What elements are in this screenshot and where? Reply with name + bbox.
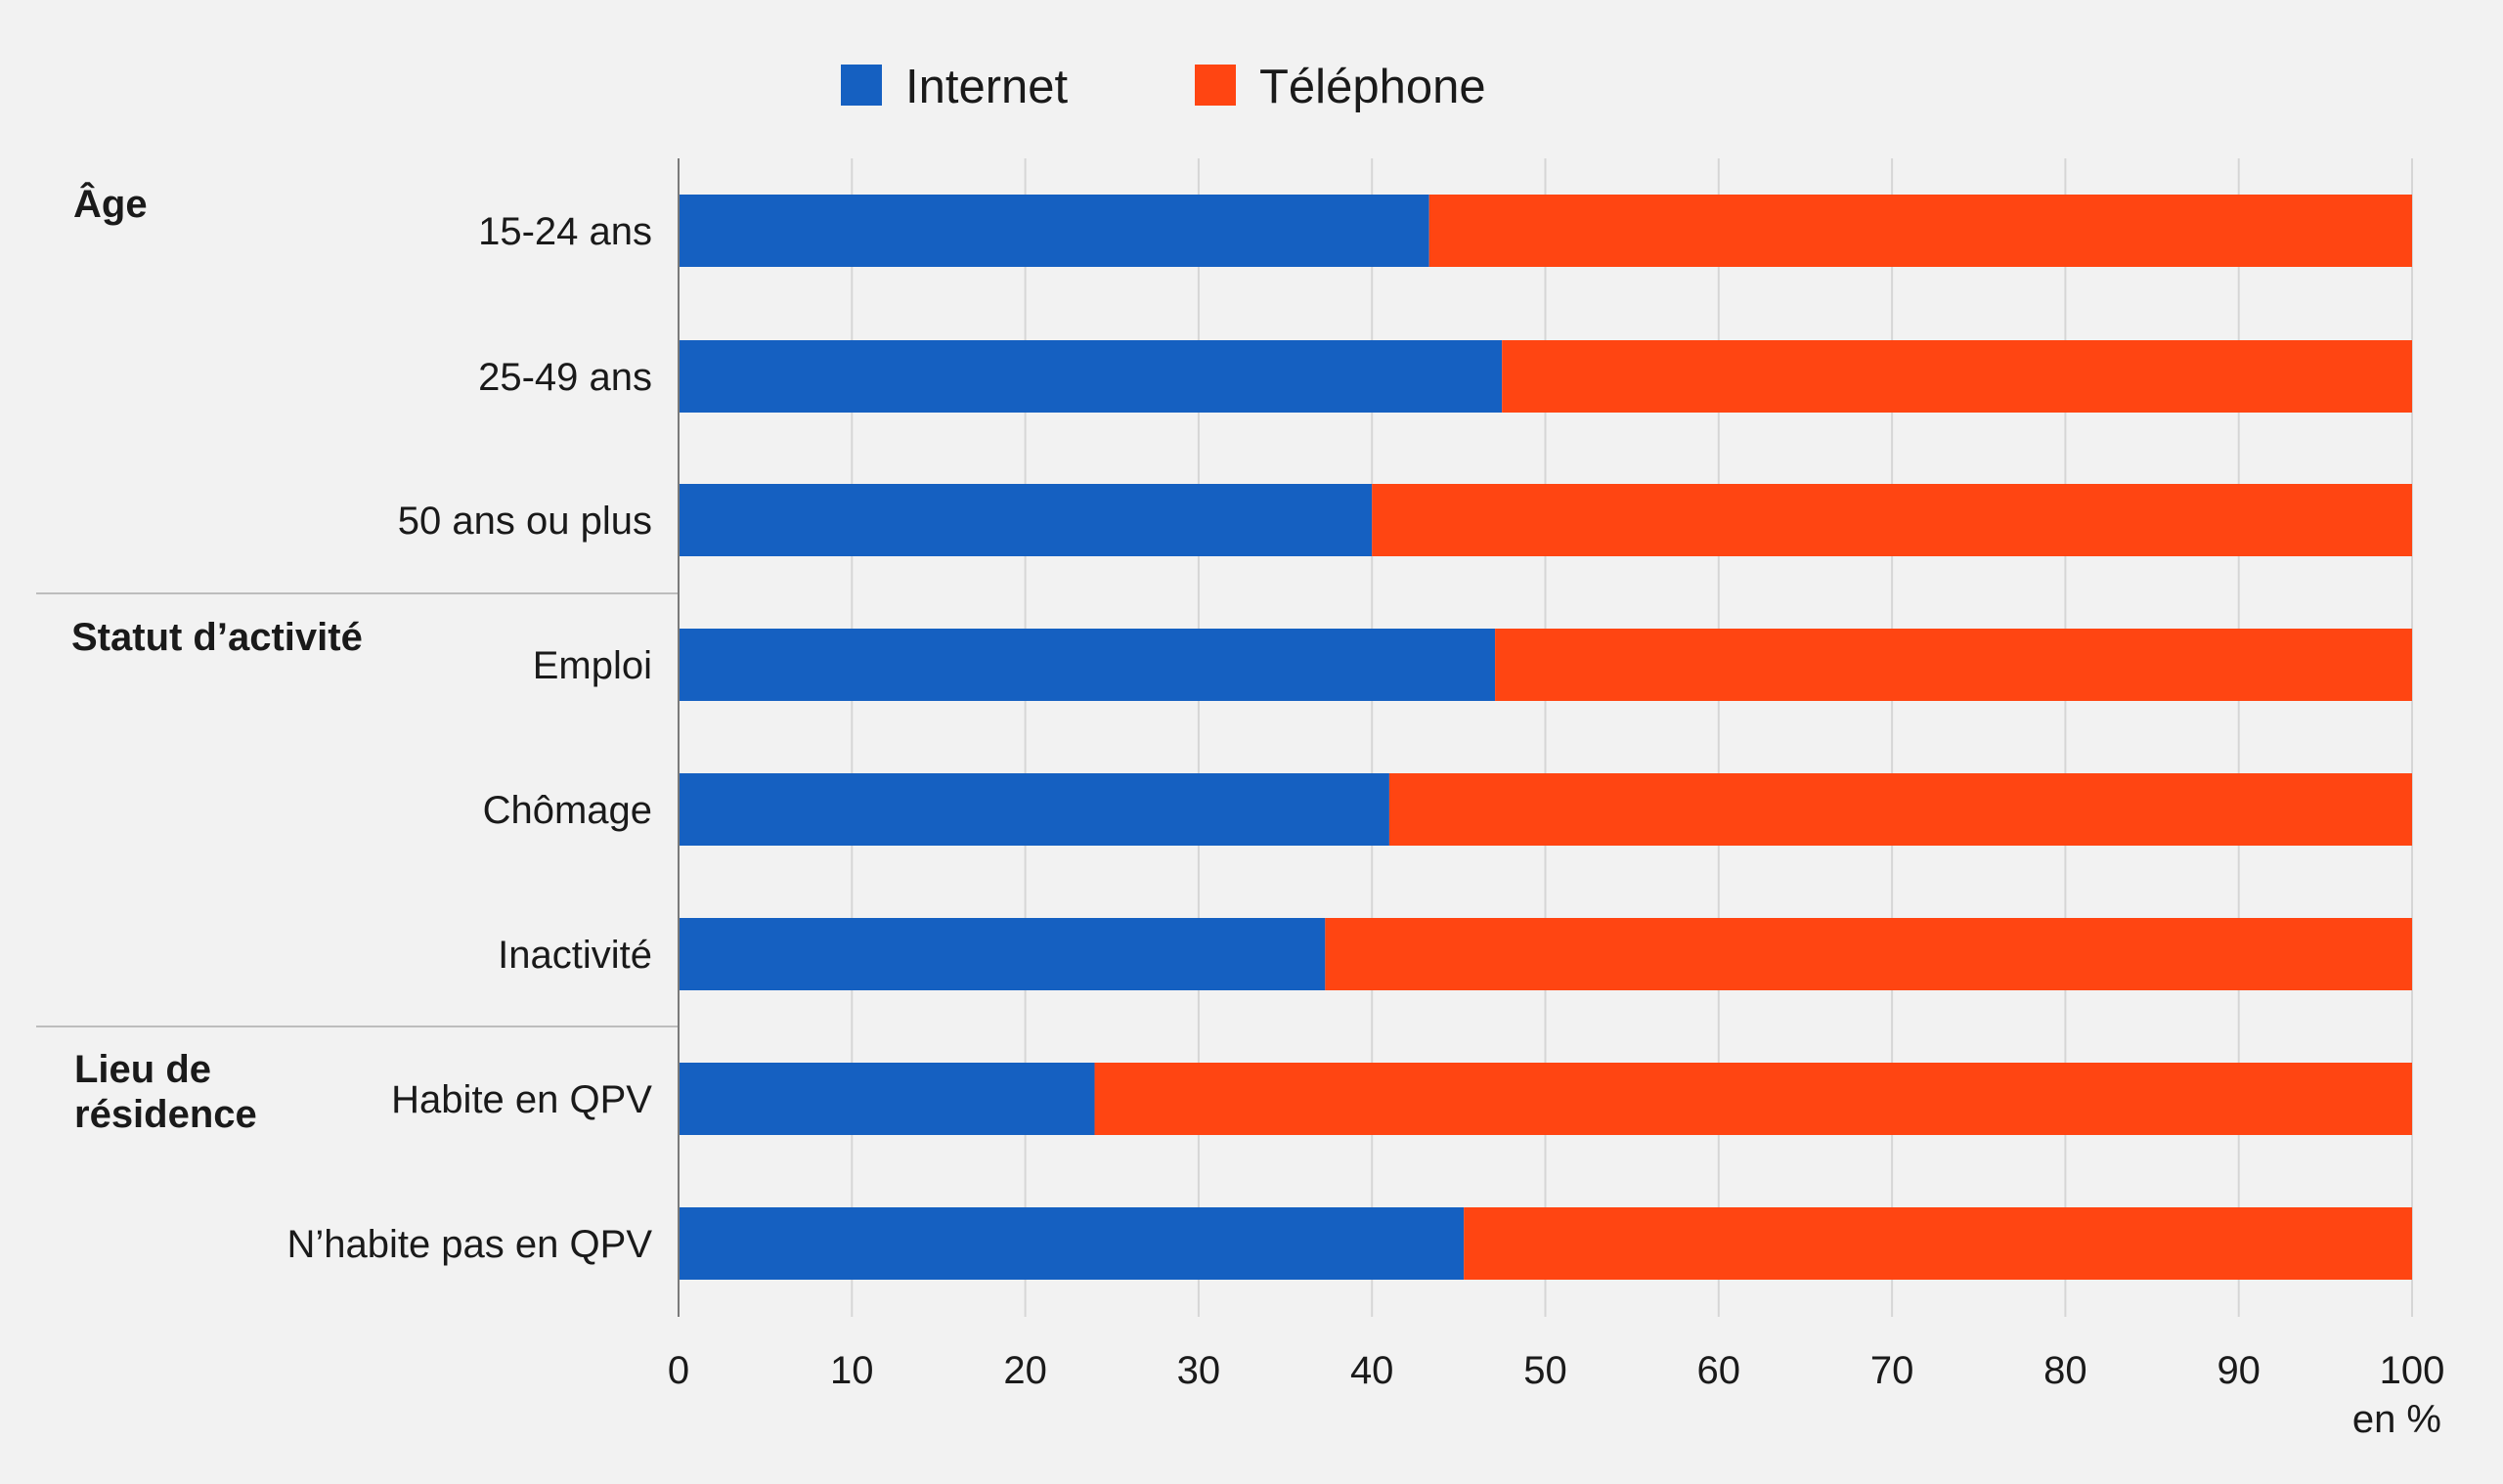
x-tick-labels: 0 10 20 30 40 50 60 70 80 90 100 (668, 1349, 2445, 1392)
bar-internet (679, 1207, 1465, 1280)
category-label: N’habite pas en QPV (286, 1223, 652, 1266)
bar-telephone (1495, 629, 2412, 701)
legend-label-internet: Internet (905, 61, 1069, 113)
category-label: Inactivité (498, 934, 652, 977)
legend: Internet Téléphone (841, 61, 1486, 113)
x-tick-label: 70 (1870, 1349, 1914, 1392)
x-tick-label: 0 (668, 1349, 689, 1392)
category-label: Chômage (483, 789, 652, 832)
category-label: Habite en QPV (391, 1078, 652, 1121)
legend-swatch-internet (841, 65, 882, 106)
bar-internet (679, 484, 1373, 556)
group-separators (36, 592, 679, 1027)
x-tick-label: 10 (830, 1349, 874, 1392)
category-labels: 15-24 ans 25-49 ans 50 ans ou plus Emploi Ch… (286, 210, 652, 1266)
bar-telephone (1388, 773, 2412, 846)
x-tick-label: 20 (1003, 1349, 1047, 1392)
bar-internet (679, 773, 1389, 846)
bar-internet (679, 629, 1496, 701)
group-label: Lieu de résidence (74, 1048, 257, 1136)
x-tick-label: 80 (2043, 1349, 2087, 1392)
category-label: 25-49 ans (478, 356, 652, 399)
bar-telephone (1428, 195, 2412, 267)
bar-internet (679, 340, 1503, 413)
x-axis-unit-label: en % (2352, 1398, 2441, 1441)
group-labels: Âge Statut d’activité Lieu de résidence (71, 181, 363, 1136)
bar-internet (679, 918, 1326, 990)
bar-telephone (1502, 340, 2412, 413)
x-tick-label: 90 (2217, 1349, 2261, 1392)
legend-swatch-telephone (1195, 65, 1236, 106)
x-tick-label: 30 (1177, 1349, 1221, 1392)
x-tick-label: 50 (1523, 1349, 1567, 1392)
bar-internet (679, 195, 1429, 267)
group-label: Âge (73, 181, 148, 226)
bar-internet (679, 1063, 1095, 1135)
group-label: Statut d’activité (71, 616, 363, 659)
x-tick-label: 100 (2380, 1349, 2445, 1392)
category-label: 50 ans ou plus (398, 500, 652, 543)
bar-telephone (1464, 1207, 2412, 1280)
category-label: 15-24 ans (478, 210, 652, 253)
bar-telephone (1372, 484, 2412, 556)
category-label: Emploi (533, 644, 652, 687)
gridlines (851, 158, 2413, 1317)
bar-telephone (1094, 1063, 2412, 1135)
bar-telephone (1325, 918, 2412, 990)
x-tick-label: 60 (1697, 1349, 1741, 1392)
bars (679, 195, 2412, 1280)
x-tick-label: 40 (1350, 1349, 1394, 1392)
legend-label-telephone: Téléphone (1259, 61, 1486, 113)
